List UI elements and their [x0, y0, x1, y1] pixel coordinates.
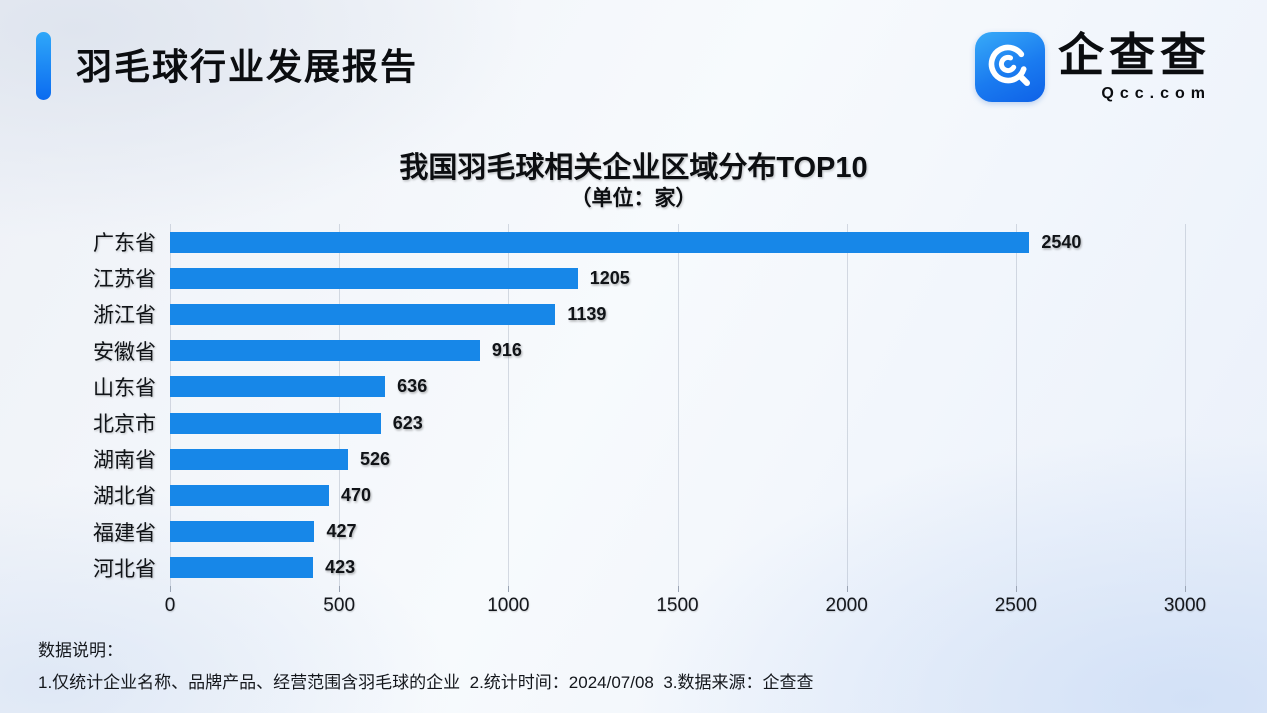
- category-label: 北京市: [93, 413, 156, 437]
- bar-track: 2540: [170, 231, 1185, 253]
- bar: [170, 557, 314, 579]
- x-tick-mark: [339, 586, 341, 592]
- gridline: [1015, 224, 1017, 586]
- bar-track: 470: [170, 484, 1185, 506]
- bar-track: 1205: [170, 267, 1185, 289]
- category-label: 湖南省: [93, 449, 156, 473]
- bar-value-label: 623: [392, 412, 423, 433]
- x-tick-mark: [170, 586, 171, 592]
- gridline: [677, 224, 679, 586]
- qcc-logo: 企查查 Qcc.com: [975, 32, 1211, 103]
- category-label: 广东省: [93, 232, 156, 256]
- bar-row: 安徽省 916: [93, 333, 1185, 369]
- bar: [170, 340, 480, 362]
- bar: [170, 412, 381, 434]
- bar-row: 江苏省 1205: [93, 260, 1185, 296]
- x-tick-mark: [508, 586, 510, 592]
- logo-text-block: 企查查 Qcc.com: [1058, 32, 1211, 103]
- x-tick-label: 0: [164, 595, 176, 616]
- bar-value-label: 423: [325, 557, 356, 578]
- x-tick-label: 1000: [487, 595, 530, 616]
- plot-area: 广东省 2540 江苏省 1205 浙江省 1139 安徽省 916 山东省 636 北京市 623 湖…: [93, 224, 1186, 586]
- bar: [170, 521, 315, 543]
- bar-row: 广东省 2540: [93, 224, 1185, 260]
- category-label: 河北省: [93, 557, 156, 581]
- gridline: [170, 224, 171, 586]
- bar: [170, 303, 556, 325]
- x-tick-mark: [677, 586, 679, 592]
- bar-track: 423: [170, 557, 1185, 579]
- bar-rows: 广东省 2540 江苏省 1205 浙江省 1139 安徽省 916 山东省 636 北京市 623 湖…: [93, 224, 1185, 586]
- x-tick-label: 500: [323, 595, 356, 616]
- title-accent-bar: [36, 32, 51, 100]
- bar: [170, 484, 330, 506]
- bar-row: 福建省 427: [93, 514, 1185, 550]
- bar-row: 湖南省 526: [93, 441, 1185, 477]
- bar-track: 526: [170, 448, 1185, 470]
- bar-value-label: 636: [397, 376, 428, 397]
- bar-track: 427: [170, 521, 1185, 543]
- qcc-magnifier-icon: [975, 32, 1045, 102]
- bar-row: 浙江省 1139: [93, 296, 1185, 332]
- bar-value-label: 470: [341, 484, 372, 505]
- bar-value-label: 2540: [1041, 231, 1082, 252]
- bar-track: 623: [170, 412, 1185, 434]
- footer-note: 1.仅统计企业名称、品牌产品、经营范围含羽毛球的企业 2.统计时间：2024/0…: [38, 673, 814, 692]
- bar-value-label: 1139: [567, 303, 607, 324]
- category-label: 江苏省: [93, 268, 156, 292]
- logo-domain-text: Qcc.com: [1101, 85, 1211, 102]
- bar: [170, 267, 578, 289]
- x-tick-mark: [1185, 586, 1186, 592]
- gridline: [846, 224, 848, 586]
- category-label: 安徽省: [93, 340, 156, 364]
- chart-title: 我国羽毛球相关企业区域分布TOP10: [399, 152, 868, 184]
- x-tick-label: 1500: [656, 595, 699, 616]
- bar: [170, 376, 386, 398]
- chart-subtitle: （单位：家）: [570, 187, 697, 210]
- bar: [170, 231, 1030, 253]
- x-tick-label: 2500: [994, 595, 1037, 616]
- bar-value-label: 916: [491, 340, 522, 361]
- logo-brand-name: 企查查: [1058, 29, 1211, 81]
- gridline: [1185, 224, 1186, 586]
- gridline: [508, 224, 510, 586]
- x-tick-mark: [846, 586, 848, 592]
- category-label: 湖北省: [93, 485, 156, 509]
- bar-row: 北京市 623: [93, 405, 1185, 441]
- bar-track: 1139: [170, 303, 1185, 325]
- bar: [170, 448, 348, 470]
- gridline: [339, 224, 341, 586]
- x-tick-label: 3000: [1163, 595, 1207, 616]
- category-label: 山东省: [93, 376, 156, 400]
- bar-row: 湖北省 470: [93, 477, 1185, 513]
- page-title: 羽毛球行业发展报告: [76, 46, 419, 87]
- category-label: 浙江省: [93, 304, 156, 328]
- category-label: 福建省: [93, 521, 156, 545]
- bar-value-label: 1205: [589, 267, 630, 288]
- footer-label: 数据说明：: [38, 641, 123, 660]
- bar-track: 916: [170, 340, 1185, 362]
- bar-value-label: 427: [326, 521, 357, 542]
- x-tick-label: 2000: [825, 595, 868, 616]
- bar-value-label: 526: [359, 448, 390, 469]
- bar-row: 河北省 423: [93, 550, 1185, 586]
- x-axis: 0 500 1000 1500 2000 2500 3000: [165, 586, 1206, 622]
- bar-row: 山东省 636: [93, 369, 1185, 405]
- bar-track: 636: [170, 376, 1185, 398]
- x-tick-mark: [1015, 586, 1017, 592]
